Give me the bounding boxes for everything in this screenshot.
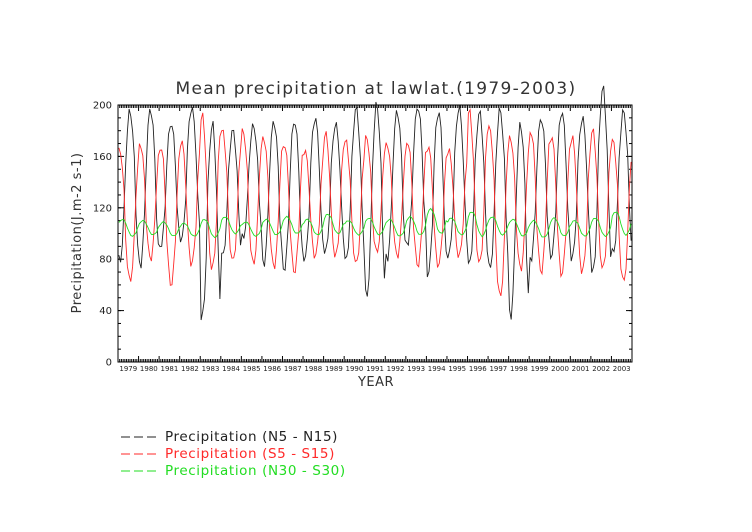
x-tick-label: 2003 bbox=[613, 365, 631, 373]
x-tick-label: 1992 bbox=[387, 365, 405, 373]
x-tick-label: 1994 bbox=[428, 365, 446, 373]
y-tick-label: 40 bbox=[99, 306, 112, 317]
series-line-1 bbox=[118, 85, 632, 321]
legend-label: Precipitation (N30 - S30) bbox=[165, 463, 346, 479]
x-tick-label: 1993 bbox=[407, 365, 425, 373]
series-lines bbox=[118, 85, 632, 321]
x-tick-label: 1990 bbox=[346, 365, 364, 373]
x-tick-label: 1981 bbox=[160, 365, 178, 373]
legend-label: Precipitation (S5 - S15) bbox=[165, 446, 335, 462]
x-tick-label: 1999 bbox=[531, 365, 549, 373]
legend-label: Precipitation (N5 - N15) bbox=[165, 429, 338, 445]
x-tick-label: 2000 bbox=[551, 365, 569, 373]
x-tick-label: 1998 bbox=[510, 365, 528, 373]
x-tick-label: 1985 bbox=[243, 365, 261, 373]
y-tick-label: 120 bbox=[93, 203, 112, 214]
x-axis-label: YEAR bbox=[357, 375, 394, 390]
y-tick-label: 160 bbox=[93, 152, 112, 163]
x-tick-label: 1979 bbox=[119, 365, 137, 373]
x-tick-label: 2002 bbox=[592, 365, 610, 373]
x-tick-label: 1986 bbox=[263, 365, 281, 373]
x-tick-label: 1983 bbox=[202, 365, 220, 373]
x-tick-label: 1988 bbox=[304, 365, 322, 373]
series-line-3 bbox=[118, 207, 632, 239]
series-line-2 bbox=[118, 108, 632, 297]
x-tick-label: 1984 bbox=[222, 365, 240, 373]
chart-title: Mean precipitation at lawlat.(1979-2003) bbox=[176, 79, 577, 99]
y-axis-label: Precipitation(J.m-2 s-1) bbox=[70, 153, 85, 314]
x-tick-label: 1996 bbox=[469, 365, 487, 373]
x-tick-label: 1980 bbox=[140, 365, 158, 373]
x-tick-label: 1991 bbox=[366, 365, 384, 373]
y-tick-label: 200 bbox=[93, 101, 112, 112]
x-tick-label: 2001 bbox=[572, 365, 590, 373]
y-tick-label: 80 bbox=[99, 255, 112, 266]
x-tick-label: 1989 bbox=[325, 365, 343, 373]
y-tick-label: 0 bbox=[106, 358, 112, 369]
x-tick-label: 1982 bbox=[181, 365, 199, 373]
x-tick-label: 1997 bbox=[489, 365, 507, 373]
x-tick-label: 1987 bbox=[284, 365, 302, 373]
legend: Precipitation (N5 - N15)Precipitation (S… bbox=[121, 429, 346, 479]
x-tick-label: 1995 bbox=[448, 365, 466, 373]
x-axis: 1979 1980 1981 1982 1983 1984 1985 1986 1987 1988… bbox=[117, 105, 633, 373]
